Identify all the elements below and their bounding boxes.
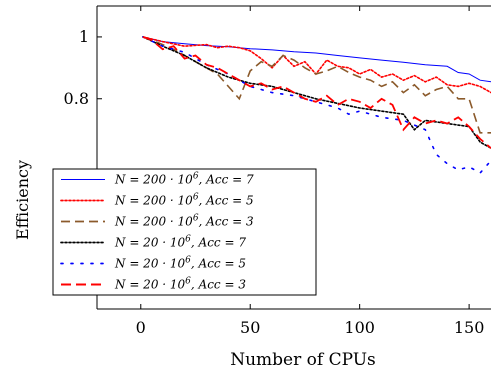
series-layer: [142, 36, 491, 175]
legend-label-3: N = 200 · 106, Acc = 3: [114, 214, 254, 229]
y-axis-label: Efficiency: [13, 160, 32, 240]
series-line-6: [142, 36, 491, 149]
x-tick-label: 50: [240, 318, 260, 337]
legend-box: [52, 168, 317, 296]
series-line-2: [142, 36, 491, 94]
series-line-1: [142, 36, 491, 83]
y-tick-label: 0.8: [64, 89, 89, 108]
legend-label-1: N = 200 · 106, Acc = 7: [114, 172, 254, 187]
series-line-5: [142, 36, 491, 175]
series-line-3: [142, 36, 491, 134]
x-tick-label: 150: [454, 318, 485, 337]
legend-label-5: N = 20 · 106, Acc = 5: [114, 256, 246, 271]
legend-label-4: N = 20 · 106, Acc = 7: [114, 235, 246, 250]
x-tick-label: 100: [344, 318, 375, 337]
y-tick-label: 1: [79, 27, 89, 46]
legend-label-6: N = 20 · 106, Acc = 3: [114, 277, 246, 292]
axes-layer: 0 50 100 150 0.8 1: [64, 5, 491, 337]
legend: N = 200 · 106, Acc = 7 N = 200 · 106, Acc…: [52, 168, 317, 296]
x-tick-label: 0: [136, 318, 146, 337]
legend-label-2: N = 200 · 106, Acc = 5: [114, 193, 254, 208]
x-axis-label: Number of CPUs: [230, 350, 376, 370]
